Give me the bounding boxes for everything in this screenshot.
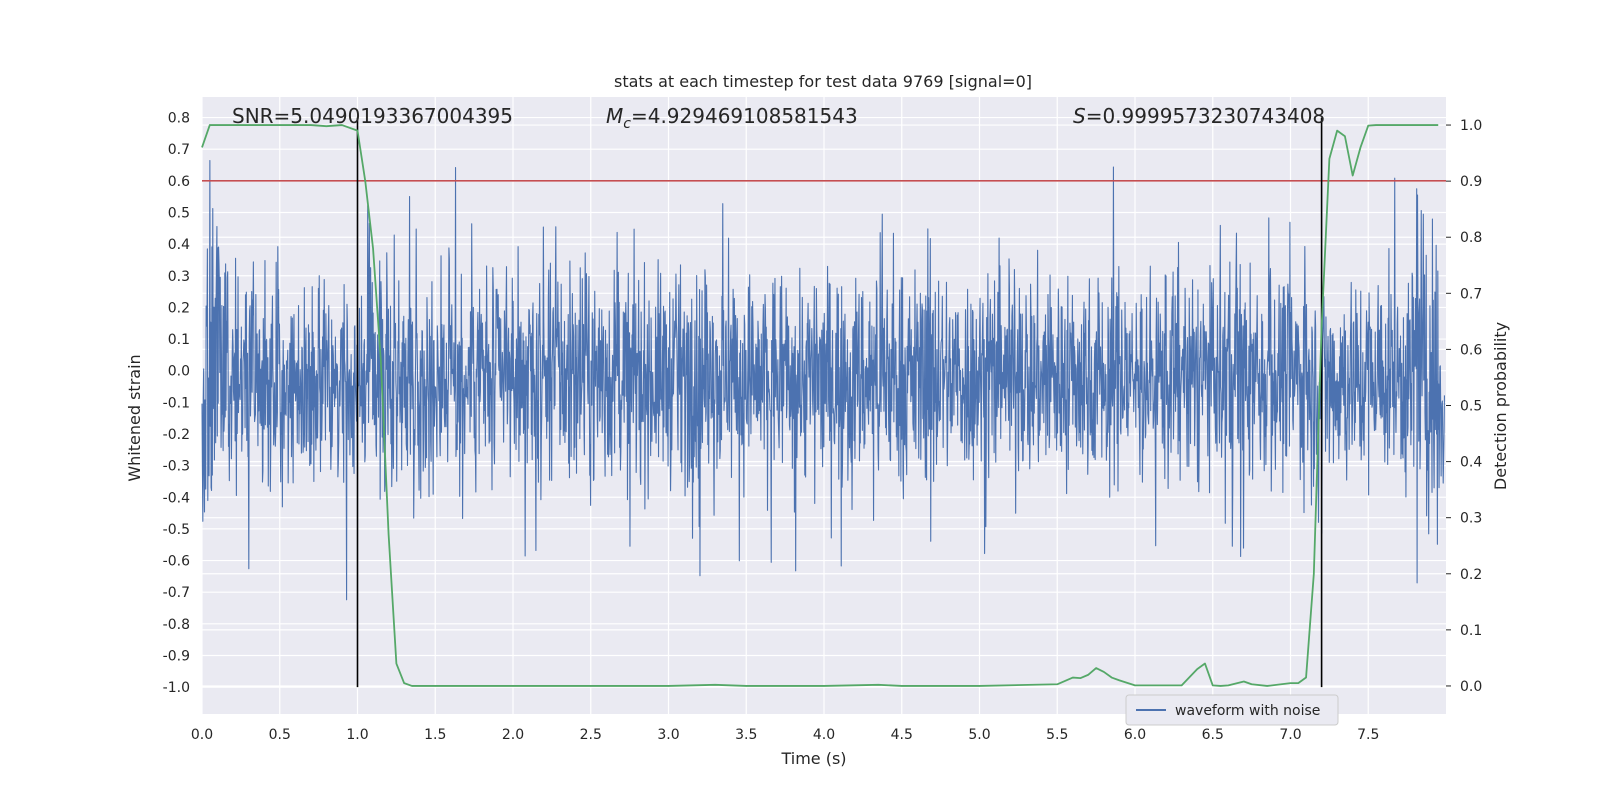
probability-line [201,124,1439,687]
y-tick-label-left: -0.4 [163,490,190,506]
x-tick-label: 0.5 [269,727,291,743]
overlays [202,117,1446,688]
s-symbol: S [1073,104,1086,128]
x-tick-label: 1.0 [346,727,368,743]
x-tick-label: 5.0 [968,727,990,743]
chart-title: stats at each timestep for test data 976… [614,72,1032,91]
y-tick-label-left: 0.2 [168,300,190,316]
y-tick-label-right: 0.4 [1460,455,1482,471]
x-tick-label: 7.0 [1279,727,1301,743]
y-tick-label-right: 0.2 [1460,567,1482,583]
y-axis-label-left: Whitened strain [125,354,144,481]
x-tick-label: 6.0 [1124,727,1146,743]
y-tick-label-right: 0.5 [1460,399,1482,415]
x-tick-label: 2.5 [580,727,602,743]
s-value: =0.9999573230743408 [1086,104,1325,128]
x-tick-label: 4.0 [813,727,835,743]
snr-annotation: SNR=5.0490193367004395 [232,104,513,128]
mc-symbol: M [606,104,623,128]
y-tick-label-left: 0.0 [168,364,190,380]
waveform-line [201,159,1445,601]
y-ticks-right: 1.0 0.9 0.8 0.7 0.6 0.5 0.4 0.3 0.2 0.1 0.0 [1446,118,1482,695]
y-tick-label-left: -0.1 [163,395,190,411]
waveform-series [201,159,1445,601]
x-tick-label: 3.5 [735,727,757,743]
y-tick-label-right: 0.7 [1460,286,1482,302]
x-tick-label: 7.5 [1357,727,1379,743]
chirp-mass-annotation: Mc=4.929469108581543 [606,104,858,132]
y-tick-label-left: -0.2 [163,427,190,443]
legend: waveform with noise [1125,694,1339,726]
x-tick-label: 1.5 [424,727,446,743]
y-tick-label-right: 0.6 [1460,342,1482,358]
x-tick-label: 0.0 [191,727,213,743]
y-axis-label-right: Detection probability [1491,322,1510,490]
x-tick-label: 3.0 [657,727,679,743]
y-tick-label-left: -0.9 [163,648,190,664]
legend-box [1125,694,1339,726]
y-tick-label-left: -0.8 [163,617,190,633]
y-tick-label-right: 0.0 [1460,679,1482,695]
x-axis-label: Time (s) [780,749,846,768]
y-tick-label-left: -0.6 [163,554,190,570]
y-tick-label-left: 0.5 [168,205,190,221]
x-ticks: 0.0 0.5 1.0 1.5 2.0 2.5 3.0 3.5 4.0 4.5 5.0 5.5 6.0 6… [191,727,1380,743]
y-tick-label-left: -0.3 [163,459,190,475]
x-tick-label: 2.0 [502,727,524,743]
y-tick-label-right: 0.8 [1460,230,1482,246]
y-tick-label-left: 0.1 [168,332,190,348]
legend-label: waveform with noise [1175,703,1320,719]
y-ticks-left: 0.8 0.7 0.6 0.5 0.4 0.3 0.2 0.1 0.0 -0.1 -0.2 -0.3 -… [163,111,190,697]
mc-subscript: c [623,116,631,132]
y-tick-label-left: -0.7 [163,585,190,601]
y-tick-label-right: 0.3 [1460,511,1482,527]
y-tick-label-right: 0.1 [1460,623,1482,639]
y-tick-label-right: 0.9 [1460,174,1482,190]
y-tick-label-left: 0.4 [168,237,190,253]
y-tick-label-left: 0.7 [168,142,190,158]
y-tick-label-left: -0.5 [163,522,190,538]
score-annotation: S=0.9999573230743408 [1073,104,1325,128]
y-tick-label-left: 0.8 [168,111,190,127]
x-tick-label: 5.5 [1046,727,1068,743]
y-tick-label-left: 0.3 [168,269,190,285]
mc-value: =4.929469108581543 [631,104,858,128]
x-tick-label: 6.5 [1202,727,1224,743]
y-tick-label-left: 0.6 [168,174,190,190]
probability-series [201,124,1439,687]
y-tick-label-right: 1.0 [1460,118,1482,134]
y-tick-label-left: -1.0 [163,680,190,696]
x-tick-label: 4.5 [891,727,913,743]
